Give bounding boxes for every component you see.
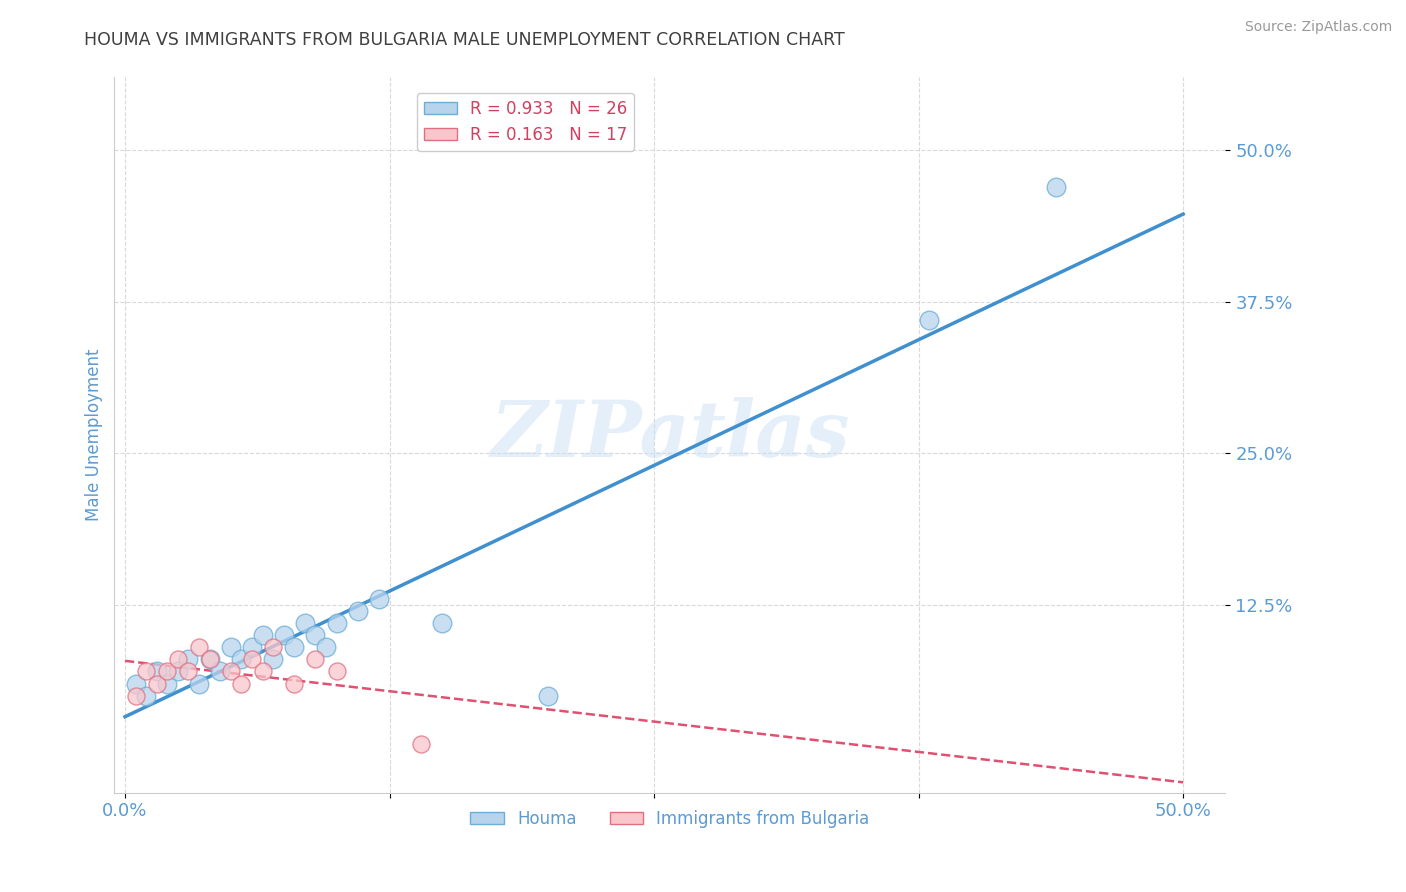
Point xyxy=(167,652,190,666)
Point xyxy=(368,591,391,606)
Point xyxy=(124,676,146,690)
Point xyxy=(177,652,200,666)
Point xyxy=(411,737,433,751)
Legend: Houma, Immigrants from Bulgaria: Houma, Immigrants from Bulgaria xyxy=(464,803,876,834)
Point xyxy=(283,676,305,690)
Point xyxy=(252,628,274,642)
Point xyxy=(304,628,326,642)
Point xyxy=(231,676,253,690)
Point xyxy=(346,604,368,618)
Point xyxy=(177,665,200,679)
Point xyxy=(231,652,253,666)
Point xyxy=(325,615,347,630)
Point xyxy=(198,652,221,666)
Point xyxy=(325,665,347,679)
Point xyxy=(273,628,295,642)
Point xyxy=(145,665,167,679)
Point xyxy=(537,689,560,703)
Text: Source: ZipAtlas.com: Source: ZipAtlas.com xyxy=(1244,20,1392,34)
Point xyxy=(294,615,316,630)
Point xyxy=(219,640,242,655)
Point xyxy=(219,665,242,679)
Point xyxy=(240,652,263,666)
Point xyxy=(262,640,284,655)
Text: ZIPatlas: ZIPatlas xyxy=(491,397,849,474)
Point xyxy=(252,665,274,679)
Point xyxy=(167,665,190,679)
Point xyxy=(198,652,221,666)
Point xyxy=(156,665,179,679)
Point xyxy=(262,652,284,666)
Point xyxy=(188,640,211,655)
Text: HOUMA VS IMMIGRANTS FROM BULGARIA MALE UNEMPLOYMENT CORRELATION CHART: HOUMA VS IMMIGRANTS FROM BULGARIA MALE U… xyxy=(84,31,845,49)
Point xyxy=(156,676,179,690)
Point xyxy=(135,665,157,679)
Point xyxy=(315,640,337,655)
Point xyxy=(145,676,167,690)
Y-axis label: Male Unemployment: Male Unemployment xyxy=(86,349,103,521)
Point xyxy=(304,652,326,666)
Point xyxy=(918,313,941,327)
Point xyxy=(240,640,263,655)
Point xyxy=(188,676,211,690)
Point xyxy=(209,665,232,679)
Point xyxy=(283,640,305,655)
Point xyxy=(1045,179,1067,194)
Point xyxy=(135,689,157,703)
Point xyxy=(124,689,146,703)
Point xyxy=(432,615,454,630)
